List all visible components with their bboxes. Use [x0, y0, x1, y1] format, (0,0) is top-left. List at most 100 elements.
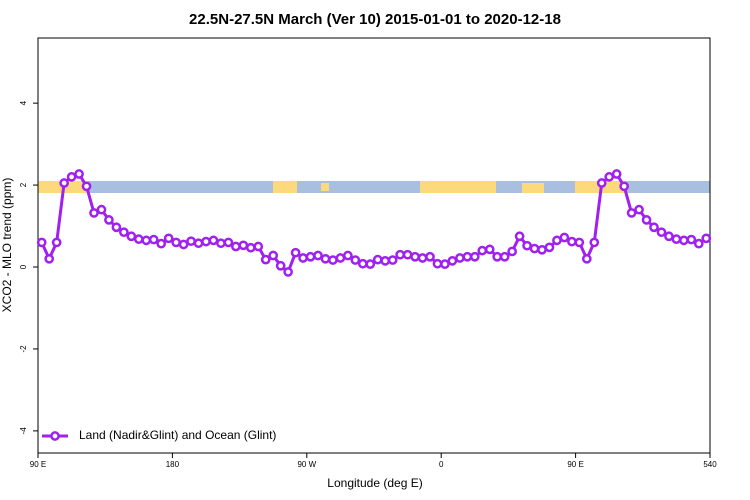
data-point [96, 204, 107, 215]
data-point [619, 181, 629, 192]
data-point [193, 238, 204, 249]
data-point [544, 242, 555, 253]
data-point [484, 244, 495, 255]
data-point [260, 254, 271, 265]
data-point [395, 249, 405, 260]
data-point [245, 242, 256, 253]
data-point [581, 253, 592, 264]
data-point [201, 236, 211, 247]
data-point [589, 237, 600, 248]
x-tick-label: 90 E [567, 460, 583, 469]
data-point [492, 251, 503, 262]
data-point [634, 204, 644, 215]
data-point [51, 237, 62, 248]
y-tick-label: 0 [19, 264, 28, 269]
data-point [462, 251, 473, 262]
y-tick-label: -4 [19, 427, 28, 435]
y-axis-label: XCO2 - MLO trend (ppm) [0, 178, 14, 313]
data-point [208, 235, 219, 246]
data-point [656, 227, 667, 238]
data-point [44, 253, 55, 264]
data-point [171, 237, 181, 248]
data-point [126, 231, 137, 242]
data-point [365, 259, 376, 269]
data-point [74, 169, 84, 179]
data-point [574, 237, 585, 248]
data-point [119, 227, 129, 238]
data-point [133, 234, 144, 245]
chart-title: 22.5N-27.5N March (Ver 10) 2015-01-01 to… [189, 11, 561, 28]
data-point [447, 256, 458, 266]
data-point [275, 260, 286, 271]
data-point [328, 255, 338, 265]
data-point [104, 215, 114, 225]
data-point [238, 240, 249, 251]
data-point [178, 239, 189, 250]
data-point [216, 238, 226, 249]
data-point [701, 233, 712, 244]
data-point [89, 208, 99, 218]
y-tick-label: -2 [19, 345, 28, 353]
data-point [36, 237, 47, 248]
data-point [567, 236, 577, 247]
data-point [537, 244, 547, 255]
data-point [514, 231, 525, 242]
land-ocean-band [38, 181, 710, 193]
data-point [320, 253, 331, 264]
data-point [432, 258, 443, 269]
data-point [335, 253, 346, 263]
data-point [59, 178, 69, 188]
data-point [186, 236, 196, 247]
x-tick-label: 90 E [30, 460, 46, 469]
data-point [477, 245, 488, 256]
data-point [469, 251, 480, 262]
data-point [380, 256, 391, 266]
data-point [522, 240, 532, 251]
data-point [298, 253, 308, 263]
data-point [626, 208, 637, 218]
data-point [455, 253, 465, 263]
data-point [305, 251, 316, 262]
data-point [66, 172, 77, 182]
x-tick-label: 0 [439, 460, 444, 469]
data-point [499, 251, 510, 262]
data-point [552, 235, 562, 246]
data-point [649, 222, 659, 233]
data-point [686, 234, 697, 245]
data-point [425, 251, 435, 262]
data-point [268, 250, 279, 261]
data-point [641, 215, 652, 225]
data-point [604, 172, 615, 182]
data-point [148, 234, 159, 245]
data-point [357, 258, 368, 269]
y-tick-label: 4 [19, 100, 28, 105]
data-point [693, 238, 704, 249]
x-tick-label: 180 [166, 460, 180, 469]
data-point [611, 169, 622, 179]
data-point [387, 255, 398, 265]
data-point [231, 241, 241, 252]
data-point [410, 251, 420, 262]
data-point [664, 231, 674, 242]
plot-frame [37, 37, 711, 454]
x-tick-label: 90 W [297, 460, 316, 469]
data-point [529, 243, 540, 254]
data-point [671, 234, 682, 245]
data-point [81, 181, 92, 192]
y-tick-label: 2 [19, 182, 28, 187]
data-point [111, 222, 122, 233]
data-point [283, 267, 293, 277]
data-point [141, 235, 152, 246]
x-axis-label: Longitude (deg E) [327, 476, 422, 490]
data-point [596, 178, 607, 188]
data-point [343, 250, 353, 261]
data-point [223, 237, 234, 248]
data-point [372, 254, 383, 265]
data-point [679, 235, 689, 246]
x-tick-label: 540 [703, 460, 717, 469]
data-point [559, 232, 570, 243]
data-point [440, 259, 450, 269]
data-point [163, 233, 174, 244]
data-point [313, 250, 323, 261]
